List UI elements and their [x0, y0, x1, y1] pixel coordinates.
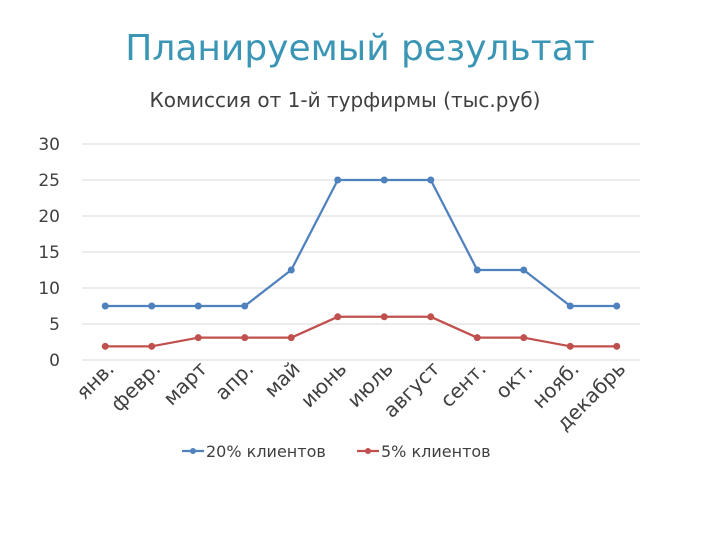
data-point — [287, 334, 295, 342]
data-point — [380, 313, 388, 321]
series-2 — [101, 313, 621, 350]
data-point — [287, 266, 295, 274]
data-point — [241, 334, 249, 342]
y-tick-label: 30 — [38, 135, 60, 155]
data-point — [148, 302, 156, 310]
gridlines — [82, 143, 640, 361]
legend-label: 5% клиентов — [381, 442, 491, 461]
data-point — [566, 302, 574, 310]
data-point — [194, 334, 202, 342]
series-group — [101, 176, 621, 350]
x-category-label: сент. — [435, 357, 490, 412]
data-point — [473, 334, 481, 342]
data-point — [520, 266, 528, 274]
chart-title: Комиссия от 1-й турфирмы (тыс.руб) — [150, 88, 541, 112]
data-point — [241, 302, 249, 310]
y-tick-label: 15 — [38, 243, 60, 263]
series-1 — [101, 176, 621, 310]
data-point — [427, 313, 435, 321]
data-point — [613, 342, 621, 350]
x-category-label: март — [158, 356, 212, 410]
data-point — [194, 302, 202, 310]
legend-label: 20% клиентов — [206, 442, 326, 461]
data-point — [427, 176, 435, 184]
legend: 20% клиентов 5% клиентов — [182, 442, 491, 461]
y-tick-label: 0 — [49, 351, 60, 371]
data-point — [334, 176, 342, 184]
page-title: Планируемый результат — [125, 28, 595, 69]
x-category-label: февр. — [106, 357, 166, 417]
y-tick-label: 10 — [38, 279, 60, 299]
y-tick-label: 25 — [38, 171, 60, 191]
y-tick-label: 5 — [49, 315, 60, 335]
data-point — [613, 302, 621, 310]
y-axis-ticks: 0 5 10 15 20 25 30 — [38, 135, 60, 371]
data-point — [566, 342, 574, 350]
data-point — [520, 334, 528, 342]
data-point — [473, 266, 481, 274]
legend-marker — [190, 448, 196, 454]
data-point — [334, 313, 342, 321]
data-point — [101, 342, 109, 350]
x-category-label: июнь — [296, 357, 352, 413]
x-category-label: апр. — [210, 357, 258, 405]
legend-marker — [365, 448, 371, 454]
y-tick-label: 20 — [38, 207, 60, 227]
data-point — [148, 342, 156, 350]
series-line — [105, 315, 617, 348]
legend-item: 5% клиентов — [357, 442, 491, 461]
data-point — [101, 302, 109, 310]
legend-item: 20% клиентов — [182, 442, 326, 461]
data-point — [380, 176, 388, 184]
series-line — [105, 178, 617, 308]
